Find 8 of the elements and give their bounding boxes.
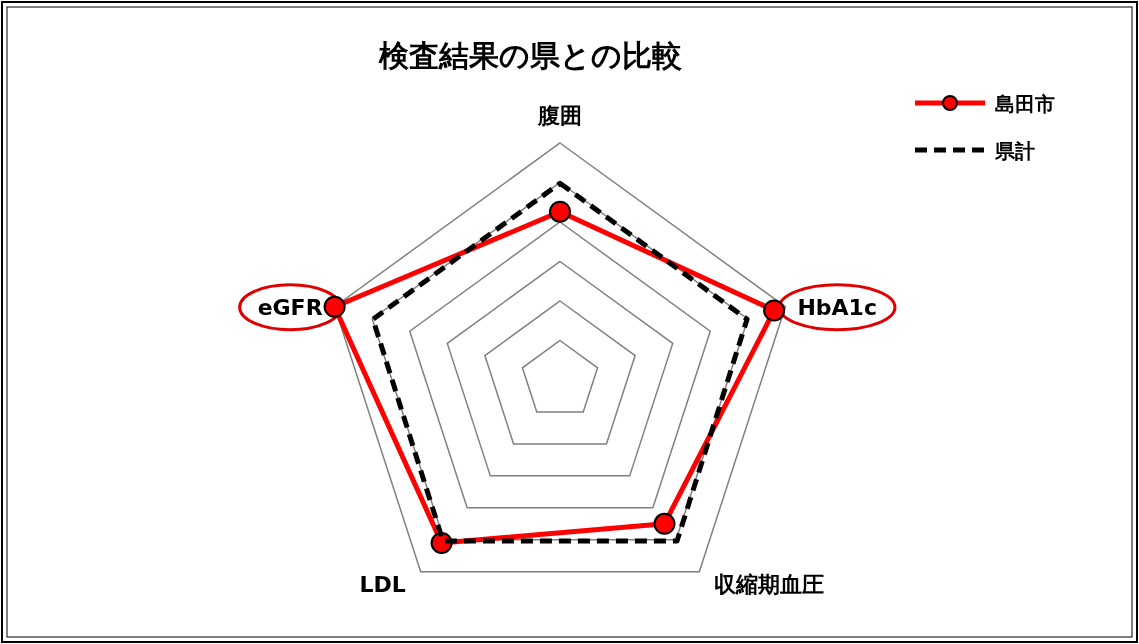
spoke-label: 収縮期血圧 <box>714 571 825 597</box>
spoke-label: LDL <box>359 571 406 597</box>
spoke-label: 腹囲 <box>537 103 582 128</box>
spoke-label: eGFR <box>257 294 323 320</box>
legend-label: 島田市 <box>995 92 1055 116</box>
spoke-label: HbA1c <box>797 294 877 320</box>
legend-label: 県計 <box>994 139 1035 163</box>
chart-title: 検査結果の県との比較 <box>377 38 682 73</box>
